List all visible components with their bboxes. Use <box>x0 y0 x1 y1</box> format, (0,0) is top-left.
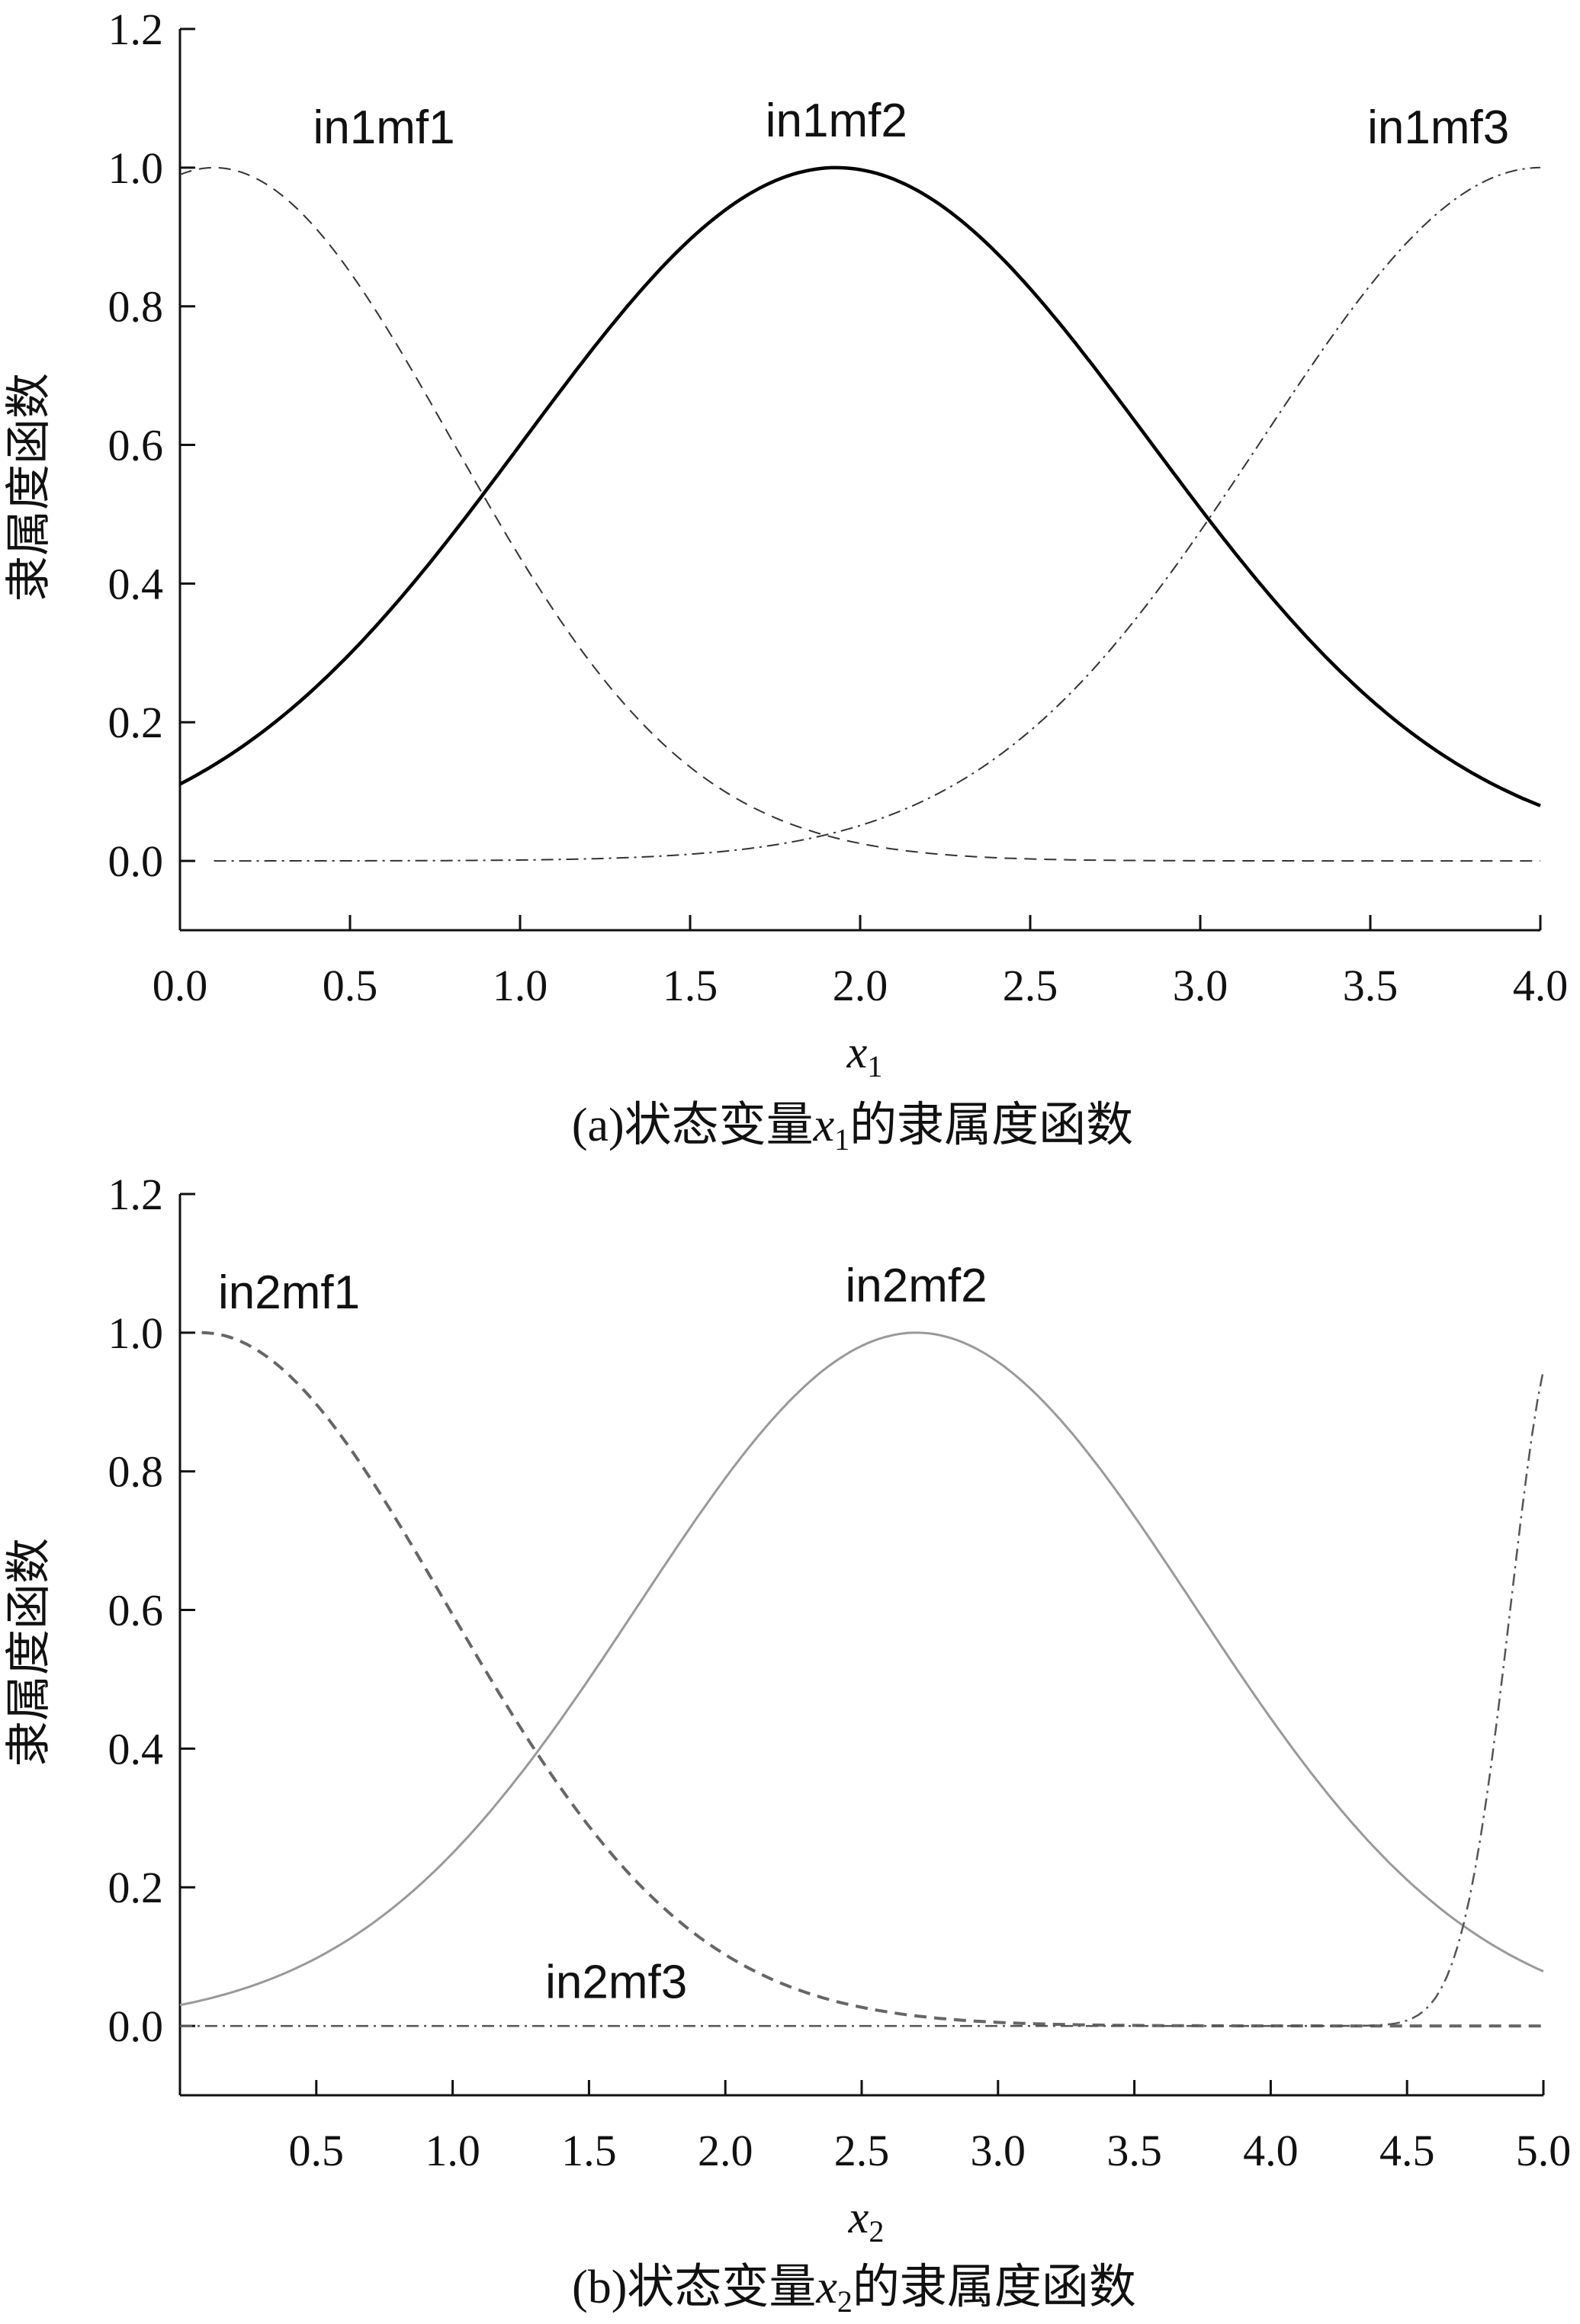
y-tick-label: 1.0 <box>108 143 164 193</box>
caption-sub: 1 <box>834 1122 849 1157</box>
x-tick-label: 2.0 <box>698 2126 753 2175</box>
x-tick-label: 3.0 <box>1173 961 1228 1010</box>
y-tick-label: 0.2 <box>108 698 164 747</box>
x-tick-label: 3.0 <box>971 2126 1026 2175</box>
x-tick-label: 2.5 <box>1003 961 1058 1010</box>
y-tick-label: 1.2 <box>108 1170 164 1219</box>
series-label: in2mf2 <box>845 1260 987 1312</box>
x-tick-label: 0.0 <box>153 961 208 1010</box>
panel-caption: (a)状态变量x1的隶属度函数 <box>572 1099 1133 1157</box>
y-tick-label: 0.8 <box>108 1447 164 1497</box>
panel-caption: (b)状态变量x2的隶属度函数 <box>572 2261 1136 2319</box>
y-tick-label: 1.0 <box>108 1308 164 1358</box>
x-tick-label: 1.0 <box>493 961 548 1010</box>
y-tick-label: 0.0 <box>108 836 164 886</box>
series-line-in1mf3 <box>214 166 1541 862</box>
y-tick-label: 0.4 <box>108 559 164 608</box>
x-axis-label: x2 <box>848 2192 885 2249</box>
series-label: in2mf3 <box>545 1956 687 2009</box>
panel-b: 0.0 0.2 0.4 0.6 0.8 1.0 1.2 0.5 1.0 1.5 2.0 2.5 3.0 3… <box>4 1170 1571 2319</box>
x-axis-label: x1 <box>846 1027 883 1083</box>
x-axis-label-var: x <box>848 2192 869 2242</box>
x-tick-label: 1.5 <box>561 2126 617 2175</box>
y-tick-label: 0.2 <box>108 1863 164 1912</box>
x-tick-label: 2.5 <box>834 2126 890 2175</box>
y-tick-label: 0.4 <box>108 1724 164 1773</box>
x-axis-label-sub: 1 <box>867 1049 882 1083</box>
y-tick-label: 0.0 <box>108 2001 164 2051</box>
y-axis-label: 隶属度函数 <box>4 1538 54 1767</box>
x-axis-label-var: x <box>846 1027 868 1077</box>
y-tick-label: 0.6 <box>108 1586 164 1635</box>
series-line-in2mf1 <box>201 1331 1543 2028</box>
x-tick-label: 4.0 <box>1243 2126 1299 2175</box>
x-tick-label: 1.0 <box>425 2126 480 2175</box>
series-label: in1mf2 <box>766 95 907 147</box>
series-label: in1mf3 <box>1367 101 1509 154</box>
x-tick-label: 4.0 <box>1513 961 1569 1010</box>
y-axis-label: 隶属度函数 <box>4 373 54 602</box>
panel-a: 0.0 0.2 0.4 0.6 0.8 1.0 1.2 0.0 0.5 1.0 1.5 2.0 2.5 3… <box>4 5 1568 1157</box>
x-tick-label: 3.5 <box>1106 2126 1162 2175</box>
series-label: in1mf1 <box>313 101 455 154</box>
y-tick-label: 0.6 <box>108 421 164 470</box>
series-line-in2mf3 <box>180 1369 1545 2027</box>
series-line-in2mf2 <box>179 1331 1544 2007</box>
caption-prefix: (b)状态变量 <box>572 2261 816 2313</box>
x-tick-label: 0.5 <box>323 961 378 1010</box>
x-tick-label: 1.5 <box>663 961 718 1010</box>
caption-suffix: 的隶属度函数 <box>849 1099 1133 1151</box>
series-line-in1mf1 <box>179 166 1540 862</box>
x-axis-label-sub: 2 <box>869 2214 884 2249</box>
x-tick-label: 4.5 <box>1379 2126 1435 2175</box>
x-tick-label: 2.0 <box>833 961 888 1010</box>
y-tick-label: 1.2 <box>108 5 164 54</box>
caption-sub: 2 <box>837 2284 853 2319</box>
series-label: in2mf1 <box>218 1266 360 1319</box>
y-tick-label: 0.8 <box>108 282 164 332</box>
caption-suffix: 的隶属度函数 <box>853 2261 1136 2313</box>
caption-prefix: (a)状态变量 <box>572 1099 814 1151</box>
caption-var: x <box>815 2261 837 2313</box>
x-tick-label: 3.5 <box>1343 961 1399 1010</box>
series-line-in1mf2 <box>178 165 1541 807</box>
x-tick-label: 5.0 <box>1516 2126 1572 2175</box>
x-tick-label: 0.5 <box>289 2126 345 2175</box>
caption-var: x <box>813 1099 835 1151</box>
